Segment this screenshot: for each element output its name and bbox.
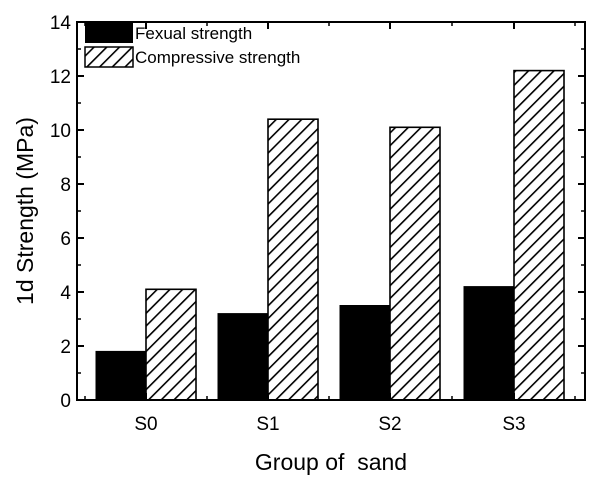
bars-group xyxy=(95,69,565,401)
y-axis-label: 1d Strength (MPa) xyxy=(12,117,38,305)
bar-compressive-s2 xyxy=(389,126,441,401)
bar-fexual-s1 xyxy=(217,313,269,401)
legend-swatch-compressive xyxy=(84,46,134,68)
bar-fexual-s3 xyxy=(463,286,515,401)
y-tick-label: 12 xyxy=(50,67,71,88)
x-axis: S0 S1 S2 S3 xyxy=(84,22,576,435)
y-tick-label: 6 xyxy=(60,229,71,250)
y-tick-label: 14 xyxy=(50,13,72,34)
bar-fexual-s0 xyxy=(95,350,147,401)
x-tick-label: S1 xyxy=(256,414,279,435)
y-tick-label: 0 xyxy=(60,391,71,412)
bar-fexual-s2 xyxy=(339,305,391,401)
legend-swatch-fexual xyxy=(85,23,133,43)
y-axis: 0 2 4 6 8 10 12 14 xyxy=(50,13,585,412)
legend: Fexual strength Compressive strength xyxy=(84,23,300,68)
legend-label-compressive: Compressive strength xyxy=(135,48,300,67)
bar-compressive-s3 xyxy=(513,69,565,401)
y-tick-label: 4 xyxy=(60,283,71,304)
y-tick-label: 8 xyxy=(60,175,71,196)
legend-label-fexual: Fexual strength xyxy=(135,24,252,43)
y-tick-label: 2 xyxy=(60,337,71,358)
x-tick-label: S2 xyxy=(378,414,401,435)
bar-compressive-s0 xyxy=(145,288,197,401)
x-tick-label: S0 xyxy=(134,414,157,435)
bar-compressive-s1 xyxy=(267,118,319,401)
x-axis-label: Group of sand xyxy=(255,449,407,475)
y-tick-label: 10 xyxy=(50,121,71,142)
x-tick-label: S3 xyxy=(502,414,525,435)
